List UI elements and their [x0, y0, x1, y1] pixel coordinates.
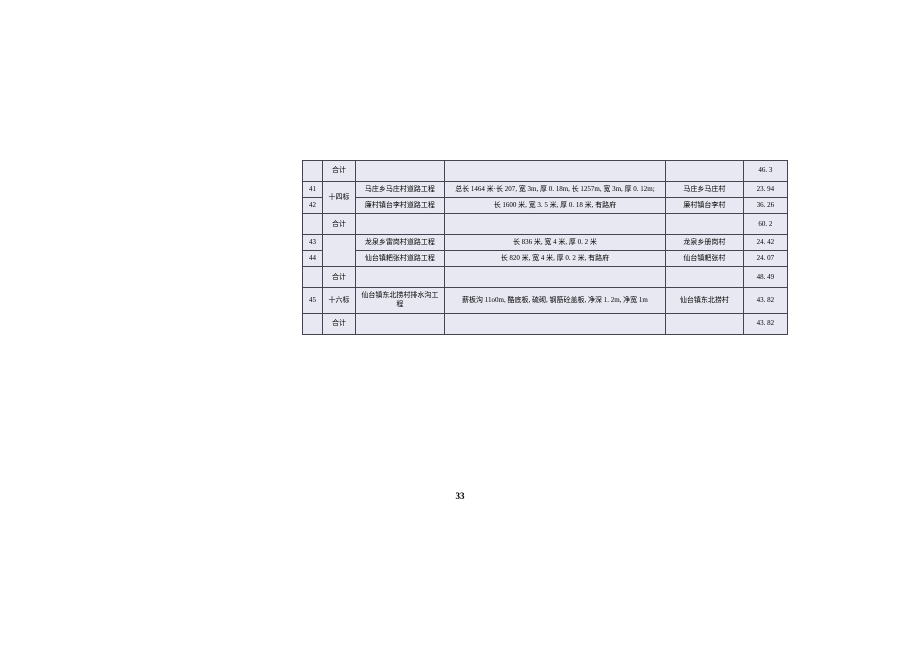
cell-empty	[303, 214, 323, 235]
cell-project: 仙台镇东北捞村排水沟工程	[356, 288, 445, 313]
cell-empty	[356, 161, 445, 182]
table-row: 合计 60. 2	[303, 214, 788, 235]
cell-heji: 合计	[322, 161, 355, 182]
cell-value: 43. 82	[743, 288, 787, 313]
table-row: 44 仙台镇耙张村道路工程 长 820 米, 宽 4 米, 厚 0. 2 米, …	[303, 251, 788, 267]
cell-empty	[303, 313, 323, 334]
cell-value: 43. 82	[743, 313, 787, 334]
cell-empty	[666, 313, 744, 334]
cell-num: 41	[303, 182, 323, 198]
table-row: 合计 46. 3	[303, 161, 788, 182]
cell-empty	[356, 267, 445, 288]
cell-num: 42	[303, 198, 323, 214]
table-row: 43 龙泉乡雷岗村道路工程 长 836 米, 宽 4 米, 厚 0. 2 米 龙…	[303, 235, 788, 251]
cell-num: 43	[303, 235, 323, 251]
construction-table: 合计 46. 3 41 十四标 马庄乡马庄村道路工程 总长 1464 米·长 2…	[302, 160, 788, 335]
cell-desc: 薪板沟 11o0m, 酷底板, 硫砌, 钢筋砼盖板, 净深 1. 2m, 净宽 …	[444, 288, 665, 313]
table-row: 合计 43. 82	[303, 313, 788, 334]
cell-heji: 合计	[322, 313, 355, 334]
cell-project: 仙台镇耙张村道路工程	[356, 251, 445, 267]
table-row: 42 廉村镇台李村道路工程 长 1600 米, 宽 3. 5 米, 厚 0. 1…	[303, 198, 788, 214]
cell-value: 23. 94	[743, 182, 787, 198]
page-number: 33	[0, 491, 920, 501]
cell-empty	[444, 267, 665, 288]
table-row: 合计 48. 49	[303, 267, 788, 288]
cell-empty	[356, 214, 445, 235]
cell-empty	[666, 161, 744, 182]
cell-value: 24. 07	[743, 251, 787, 267]
cell-empty	[444, 161, 665, 182]
cell-value: 36. 26	[743, 198, 787, 214]
cell-empty	[666, 267, 744, 288]
table-row: 45 十六标 仙台镇东北捞村排水沟工程 薪板沟 11o0m, 酷底板, 硫砌, …	[303, 288, 788, 313]
cell-desc: 长 836 米, 宽 4 米, 厚 0. 2 米	[444, 235, 665, 251]
cell-empty	[444, 313, 665, 334]
cell-empty	[303, 267, 323, 288]
cell-empty	[666, 214, 744, 235]
cell-project: 廉村镇台李村道路工程	[356, 198, 445, 214]
cell-section	[322, 235, 355, 267]
cell-num: 45	[303, 288, 323, 313]
cell-empty	[444, 214, 665, 235]
cell-desc: 长 1600 米, 宽 3. 5 米, 厚 0. 18 米, 有路府	[444, 198, 665, 214]
cell-value: 24. 42	[743, 235, 787, 251]
cell-section: 十六标	[322, 288, 355, 313]
cell-location: 马庄乡马庄村	[666, 182, 744, 198]
cell-value: 46. 3	[743, 161, 787, 182]
table-row: 41 十四标 马庄乡马庄村道路工程 总长 1464 米·长 207, 宽 3m,…	[303, 182, 788, 198]
cell-project: 马庄乡马庄村道路工程	[356, 182, 445, 198]
cell-location: 仙台镇耙张村	[666, 251, 744, 267]
cell-heji: 合计	[322, 267, 355, 288]
cell-heji: 合计	[322, 214, 355, 235]
cell-empty	[303, 161, 323, 182]
cell-empty	[356, 313, 445, 334]
cell-value: 48. 49	[743, 267, 787, 288]
cell-num: 44	[303, 251, 323, 267]
cell-desc: 长 820 米, 宽 4 米, 厚 0. 2 米, 有路府	[444, 251, 665, 267]
cell-project: 龙泉乡雷岗村道路工程	[356, 235, 445, 251]
cell-desc: 总长 1464 米·长 207, 宽 3m, 厚 0. 18m, 长 1257m…	[444, 182, 665, 198]
cell-section: 十四标	[322, 182, 355, 214]
cell-value: 60. 2	[743, 214, 787, 235]
cell-location: 仙台镇东北捞村	[666, 288, 744, 313]
cell-location: 龙泉乡册岗村	[666, 235, 744, 251]
cell-location: 廉村镇台李村	[666, 198, 744, 214]
data-table: 合计 46. 3 41 十四标 马庄乡马庄村道路工程 总长 1464 米·长 2…	[302, 160, 788, 335]
